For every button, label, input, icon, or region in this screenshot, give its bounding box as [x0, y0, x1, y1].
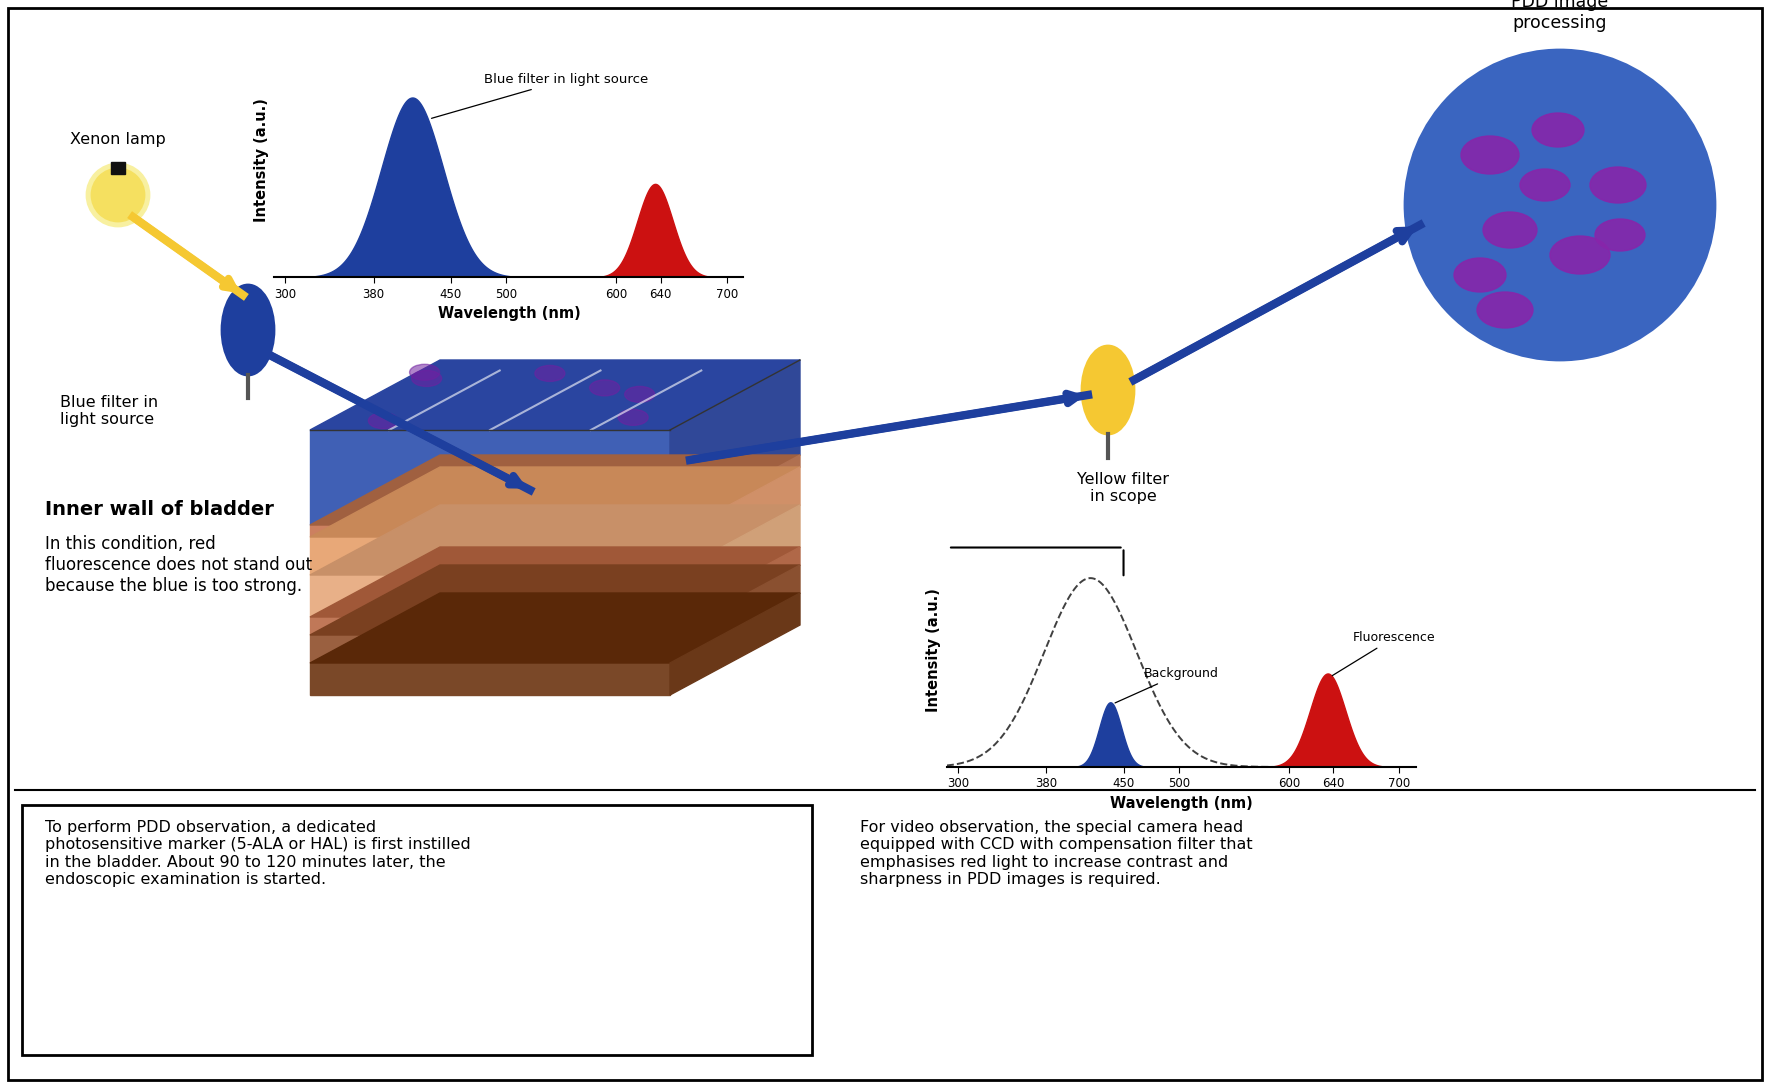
Polygon shape	[671, 467, 800, 574]
Polygon shape	[310, 526, 671, 537]
Polygon shape	[310, 537, 671, 574]
Polygon shape	[310, 455, 800, 526]
Ellipse shape	[412, 370, 442, 386]
Y-axis label: Intensity (a.u.): Intensity (a.u.)	[926, 589, 942, 712]
Ellipse shape	[625, 386, 655, 403]
Polygon shape	[671, 565, 800, 663]
Text: Blue filter in light source: Blue filter in light source	[432, 73, 648, 119]
X-axis label: Wavelength (nm): Wavelength (nm)	[1110, 796, 1253, 811]
Text: To perform PDD observation, a dedicated
photosensitive marker (5-ALA or HAL) is : To perform PDD observation, a dedicated …	[44, 820, 471, 887]
Polygon shape	[671, 593, 800, 695]
Polygon shape	[671, 455, 800, 537]
Ellipse shape	[1551, 236, 1611, 274]
Polygon shape	[310, 663, 671, 695]
Text: Fluorescence: Fluorescence	[1333, 631, 1435, 676]
Ellipse shape	[1476, 292, 1533, 327]
Ellipse shape	[92, 169, 143, 221]
Polygon shape	[310, 547, 800, 617]
Polygon shape	[310, 430, 671, 526]
Ellipse shape	[1589, 166, 1646, 203]
Text: Blue filter in
light source: Blue filter in light source	[60, 395, 158, 428]
Polygon shape	[310, 635, 671, 663]
Ellipse shape	[1460, 136, 1519, 174]
X-axis label: Wavelength (nm): Wavelength (nm)	[437, 307, 581, 321]
Polygon shape	[310, 574, 671, 617]
FancyBboxPatch shape	[21, 805, 812, 1055]
Ellipse shape	[618, 409, 648, 425]
Circle shape	[1405, 50, 1715, 360]
Ellipse shape	[1595, 219, 1644, 251]
Ellipse shape	[1453, 258, 1506, 292]
Polygon shape	[310, 467, 800, 537]
Text: Xenon lamp: Xenon lamp	[71, 132, 166, 147]
Ellipse shape	[1533, 113, 1584, 147]
Ellipse shape	[87, 164, 149, 226]
Polygon shape	[671, 505, 800, 617]
Polygon shape	[310, 505, 800, 574]
Text: For video observation, the special camera head
equipped with CCD with compensati: For video observation, the special camer…	[860, 820, 1253, 887]
Polygon shape	[671, 547, 800, 635]
Text: PDD image
processing: PDD image processing	[1512, 0, 1609, 32]
Polygon shape	[310, 617, 671, 635]
Text: Yellow filter
in scope: Yellow filter in scope	[1076, 472, 1168, 505]
Ellipse shape	[221, 285, 274, 375]
Polygon shape	[310, 565, 800, 635]
FancyBboxPatch shape	[112, 162, 126, 174]
Ellipse shape	[1520, 169, 1570, 201]
Y-axis label: Intensity (a.u.): Intensity (a.u.)	[253, 99, 269, 222]
Polygon shape	[671, 360, 800, 526]
Ellipse shape	[589, 380, 620, 396]
Ellipse shape	[535, 366, 565, 382]
Polygon shape	[310, 593, 800, 663]
Polygon shape	[310, 360, 800, 430]
Ellipse shape	[1483, 212, 1536, 248]
Text: Inner wall of bladder: Inner wall of bladder	[44, 500, 274, 519]
Text: Background: Background	[1115, 667, 1218, 703]
Text: In this condition, red
fluorescence does not stand out
because the blue is too s: In this condition, red fluorescence does…	[44, 535, 312, 595]
Ellipse shape	[1081, 346, 1135, 434]
Ellipse shape	[368, 412, 398, 429]
Ellipse shape	[409, 364, 439, 381]
